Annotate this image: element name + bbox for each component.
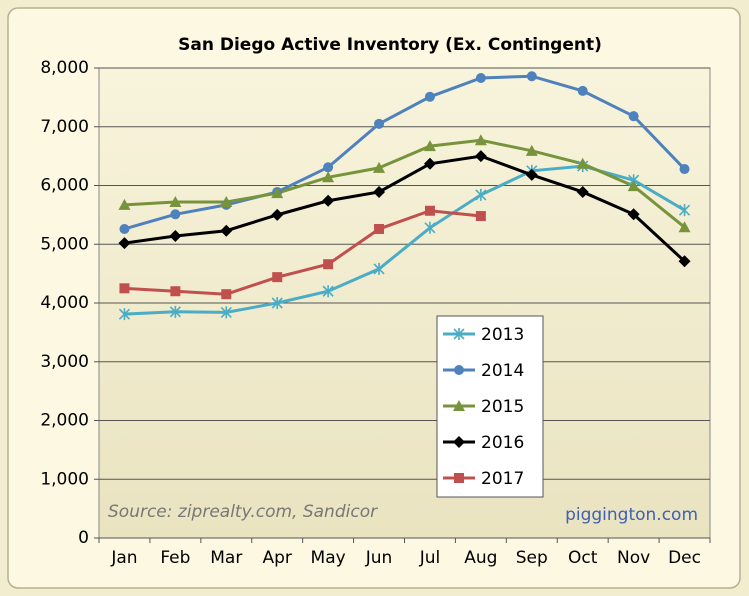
marker bbox=[454, 473, 464, 483]
marker bbox=[678, 221, 691, 233]
y-tick-label: 2,000 bbox=[40, 411, 89, 431]
marker bbox=[475, 72, 486, 83]
marker bbox=[576, 185, 589, 198]
marker bbox=[453, 400, 465, 411]
series-line bbox=[124, 74, 686, 231]
marker bbox=[475, 188, 487, 201]
series-line bbox=[124, 154, 686, 263]
x-tick-label: Apr bbox=[262, 548, 291, 568]
legend: 2013 2014 2015 2016 2017 bbox=[436, 315, 544, 498]
marker bbox=[424, 91, 435, 102]
x-tick-label: May bbox=[311, 548, 346, 568]
marker bbox=[454, 365, 464, 375]
marker bbox=[525, 144, 538, 156]
series-line bbox=[124, 209, 482, 296]
marker bbox=[118, 237, 131, 250]
marker bbox=[373, 161, 386, 173]
y-tick-label: 0 bbox=[78, 528, 89, 548]
marker bbox=[627, 208, 640, 221]
marker bbox=[678, 204, 691, 217]
marker bbox=[678, 255, 691, 268]
marker bbox=[374, 118, 385, 129]
x-tick-label: Jan bbox=[110, 548, 137, 568]
marker bbox=[119, 283, 130, 294]
marker bbox=[373, 262, 385, 275]
marker bbox=[220, 224, 233, 237]
marker bbox=[119, 223, 130, 234]
marker bbox=[221, 289, 232, 300]
x-tick-label: Aug bbox=[464, 548, 497, 568]
marker bbox=[679, 164, 690, 175]
y-tick-label: 6,000 bbox=[40, 176, 89, 196]
marker bbox=[474, 150, 487, 163]
marker bbox=[322, 285, 334, 298]
marker bbox=[423, 157, 436, 170]
marker bbox=[374, 223, 385, 234]
marker bbox=[272, 272, 283, 283]
marker bbox=[373, 185, 386, 198]
legend-label: 2015 bbox=[481, 397, 524, 417]
marker bbox=[525, 168, 538, 181]
marker bbox=[271, 187, 284, 199]
marker bbox=[271, 208, 284, 221]
marker bbox=[322, 171, 335, 183]
y-tick-label: 3,000 bbox=[40, 352, 89, 372]
x-tick-label: Sep bbox=[516, 548, 548, 568]
marker bbox=[220, 195, 233, 207]
marker bbox=[323, 259, 334, 270]
marker bbox=[628, 111, 639, 122]
x-tick-label: Dec bbox=[668, 548, 701, 568]
credit-note: piggington.com bbox=[565, 505, 698, 525]
marker bbox=[424, 205, 435, 216]
marker bbox=[220, 306, 232, 319]
marker bbox=[526, 71, 537, 82]
marker bbox=[322, 194, 335, 207]
y-tick-label: 7,000 bbox=[40, 117, 89, 137]
marker bbox=[169, 305, 181, 318]
x-tick-label: Oct bbox=[568, 548, 598, 568]
marker bbox=[170, 286, 181, 297]
series-line bbox=[124, 138, 686, 229]
marker bbox=[323, 162, 334, 173]
x-tick-label: Mar bbox=[210, 548, 242, 568]
x-tick-label: Jul bbox=[419, 548, 441, 568]
y-tick-label: 5,000 bbox=[40, 234, 89, 254]
marker bbox=[118, 198, 131, 210]
marker bbox=[577, 85, 588, 96]
legend-label: 2016 bbox=[481, 433, 524, 453]
plot-layer: 0 1,000 2,000 3,000 4,000 5,000 6,000 7,000 8,00… bbox=[40, 58, 711, 568]
chart-title: San Diego Active Inventory (Ex. Continge… bbox=[178, 35, 602, 55]
marker bbox=[423, 140, 436, 152]
marker bbox=[475, 211, 486, 222]
marker bbox=[453, 436, 465, 448]
marker bbox=[271, 297, 283, 309]
x-tick-label: Feb bbox=[160, 548, 190, 568]
marker bbox=[576, 157, 589, 169]
marker bbox=[170, 209, 181, 220]
y-tick-label: 1,000 bbox=[40, 469, 89, 489]
marker bbox=[453, 328, 465, 340]
y-tick-label: 4,000 bbox=[40, 293, 89, 313]
marker bbox=[169, 230, 182, 243]
x-tick-label: Jun bbox=[365, 548, 393, 568]
marker bbox=[627, 180, 640, 192]
legend-label: 2014 bbox=[481, 361, 524, 381]
source-note: Source: ziprealty.com, Sandicor bbox=[108, 502, 378, 522]
marker bbox=[424, 221, 436, 234]
y-tick-label: 8,000 bbox=[40, 58, 89, 78]
marker bbox=[474, 134, 487, 146]
x-tick-label: Nov bbox=[617, 548, 650, 568]
marker bbox=[169, 195, 182, 207]
legend-label: 2013 bbox=[481, 325, 524, 345]
legend-label: 2017 bbox=[481, 469, 524, 489]
marker bbox=[118, 308, 131, 321]
